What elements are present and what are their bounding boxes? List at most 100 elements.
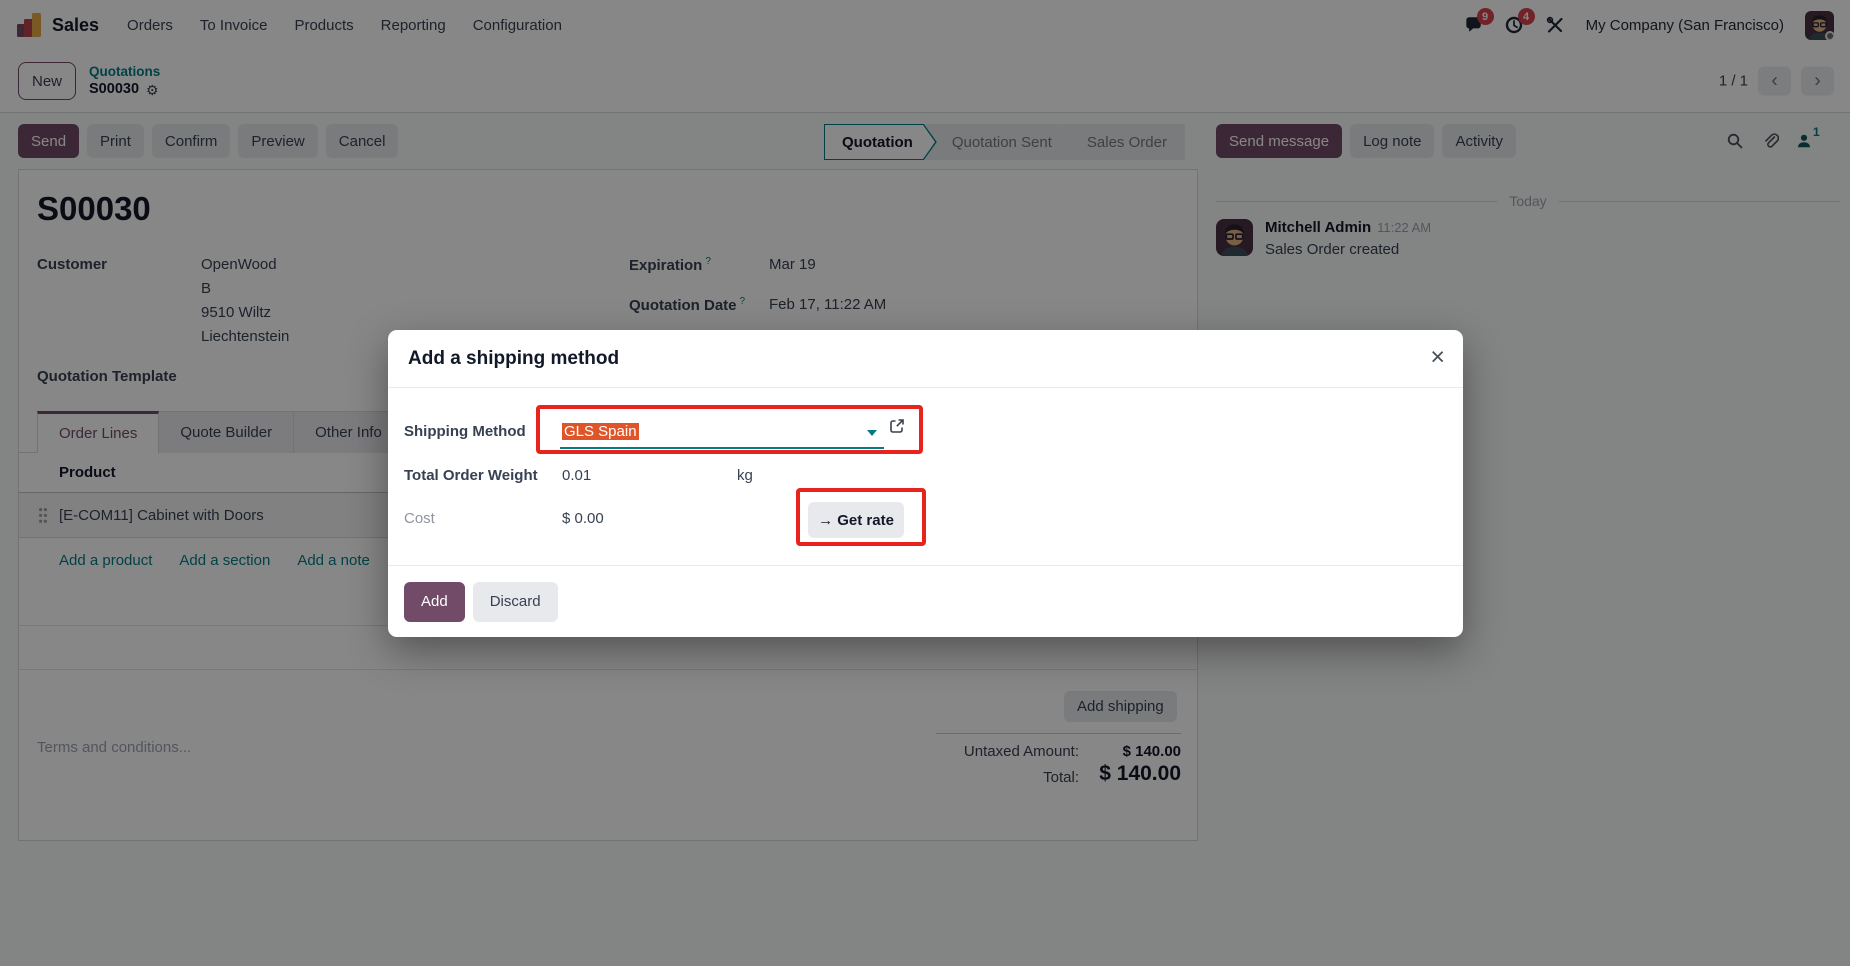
print-button[interactable]: Print (87, 124, 144, 158)
date-divider-label: Today (1509, 193, 1547, 209)
date-divider: Today (1216, 193, 1841, 209)
help-icon: ? (739, 296, 746, 307)
notebook-tabs: Order Lines Quote Builder Other Info (19, 411, 1197, 453)
main-menu: Orders To Invoice Products Reporting Con… (127, 17, 562, 34)
paperclip-icon[interactable] (1761, 132, 1780, 155)
terms-placeholder[interactable]: Terms and conditions... (37, 739, 192, 756)
add-button[interactable]: Add (404, 581, 465, 622)
cancel-button[interactable]: Cancel (325, 124, 399, 158)
new-button[interactable]: New (18, 62, 77, 100)
chatter-tools: 1 (1726, 125, 1820, 155)
tab-quote-builder[interactable]: Quote Builder (159, 411, 295, 453)
user-avatar[interactable] (1805, 10, 1834, 40)
customer-label: Customer (37, 256, 108, 273)
activities-badge: 4 (1517, 8, 1535, 25)
close-icon[interactable]: × (1426, 341, 1449, 374)
total-order-weight-input[interactable]: 0.01 (562, 467, 592, 484)
messages-badge: 9 (1476, 8, 1494, 25)
customer-address-line: Liechtenstein (201, 328, 290, 345)
external-link-icon[interactable] (888, 417, 906, 440)
sales-app-icon[interactable] (16, 12, 43, 39)
avatar (1216, 219, 1253, 256)
message-time: 11:22 AM (1377, 220, 1432, 235)
systray: 9 4 My Company (San Francisco) (1463, 8, 1834, 40)
chatter-actions: Send message Log note Activity (1216, 124, 1516, 158)
pager-previous-button[interactable]: ‹ (1758, 66, 1791, 96)
send-button[interactable]: Send (18, 124, 80, 158)
tab-other-info[interactable]: Other Info (294, 411, 404, 453)
total-value: $ 140.00 (1099, 762, 1181, 785)
confirm-button[interactable]: Confirm (151, 124, 231, 158)
status-step-quotation-sent[interactable]: Quotation Sent (924, 124, 1072, 160)
modal-footer: Add Discard (388, 565, 1463, 637)
add-shipping-method-dialog: Add a shipping method × Shipping Method … (388, 330, 1463, 637)
nav-item-products[interactable]: Products (294, 16, 354, 34)
navbar-left: Sales Orders To Invoice Products Reporti… (16, 12, 562, 39)
top-navbar: Sales Orders To Invoice Products Reporti… (0, 0, 1850, 50)
untaxed-amount-label: Untaxed Amount: (963, 743, 1079, 760)
pager-next-button[interactable]: › (1801, 66, 1834, 96)
followers-icon[interactable]: 1 (1796, 125, 1820, 154)
divider-line (1558, 200, 1841, 202)
message-author[interactable]: Mitchell Admin (1265, 219, 1372, 236)
add-product-link[interactable]: Add a product (59, 551, 153, 569)
customer-name[interactable]: OpenWood (201, 256, 277, 273)
nav-item-to-invoice[interactable]: To Invoice (199, 16, 268, 34)
log-note-button[interactable]: Log note (1350, 124, 1435, 158)
pager-value: 1 / 1 (1718, 72, 1748, 90)
followers-count: 1 (1813, 125, 1820, 139)
expiration-value[interactable]: Mar 19 (769, 256, 816, 273)
shipping-method-input[interactable]: GLS Spain (562, 423, 639, 440)
modal-header: Add a shipping method × (388, 330, 1463, 388)
breadcrumb-current: S00030 ⚙ (89, 80, 160, 99)
add-section-link[interactable]: Add a section (179, 551, 271, 569)
control-panel: New Quotations S00030 ⚙ 1 / 1 ‹ › (0, 50, 1850, 113)
quotation-date-label-text: Quotation Date (629, 297, 737, 314)
quotation-date-value[interactable]: Feb 17, 11:22 AM (769, 296, 887, 313)
app-name[interactable]: Sales (52, 14, 100, 35)
add-note-link[interactable]: Add a note (297, 551, 370, 569)
pager: 1 / 1 ‹ › (1718, 66, 1834, 96)
breadcrumb-quotations[interactable]: Quotations (89, 63, 161, 79)
company-switcher[interactable]: My Company (San Francisco) (1585, 16, 1784, 34)
tools-icon[interactable] (1545, 15, 1565, 35)
drag-handle-icon[interactable] (38, 507, 48, 528)
message-body: Sales Order created (1265, 241, 1400, 258)
modal-title: Add a shipping method (408, 347, 620, 369)
nav-item-reporting[interactable]: Reporting (380, 16, 446, 34)
totals-divider (936, 733, 1181, 734)
customer-address-line: B (201, 280, 212, 297)
tab-order-lines[interactable]: Order Lines (37, 411, 160, 453)
settings-gear-icon[interactable]: ⚙ (146, 81, 159, 98)
table-links: Add a product Add a section Add a note (19, 538, 1197, 582)
page-title: S00030 (37, 190, 151, 227)
breadcrumb-current-label: S00030 (89, 81, 140, 98)
preview-button[interactable]: Preview (238, 124, 318, 158)
quotation-template-label: Quotation Template (37, 368, 177, 385)
get-rate-label: Get rate (837, 511, 894, 529)
get-rate-button[interactable]: → Get rate (808, 502, 904, 538)
weight-unit-label: kg (737, 467, 753, 484)
cost-label: Cost (404, 510, 435, 527)
activity-button[interactable]: Activity (1442, 124, 1516, 158)
status-step-sales-order[interactable]: Sales Order (1058, 124, 1185, 160)
status-step-quotation[interactable]: Quotation (824, 124, 937, 160)
send-message-button[interactable]: Send message (1216, 124, 1343, 158)
search-icon[interactable] (1726, 132, 1744, 155)
expiration-label: Expiration? (629, 256, 711, 274)
add-shipping-button[interactable]: Add shipping (1064, 691, 1177, 722)
untaxed-amount-value: $ 140.00 (1122, 743, 1181, 760)
total-label: Total: (1043, 769, 1079, 786)
help-icon: ? (705, 256, 711, 267)
breadcrumb: Quotations S00030 ⚙ (89, 63, 160, 99)
nav-item-orders[interactable]: Orders (127, 16, 173, 34)
activities-icon[interactable]: 4 (1504, 8, 1535, 35)
messages-icon[interactable]: 9 (1463, 8, 1494, 35)
nav-item-configuration[interactable]: Configuration (472, 16, 562, 34)
field-underline (560, 447, 884, 449)
dropdown-caret-icon[interactable] (867, 430, 877, 436)
discard-button[interactable]: Discard (472, 581, 558, 622)
empty-table-row (19, 626, 1197, 670)
message-content: Mitchell Admin 11:22 AM Sales Order creat… (1265, 219, 1431, 258)
arrow-right-icon: → (818, 511, 834, 529)
